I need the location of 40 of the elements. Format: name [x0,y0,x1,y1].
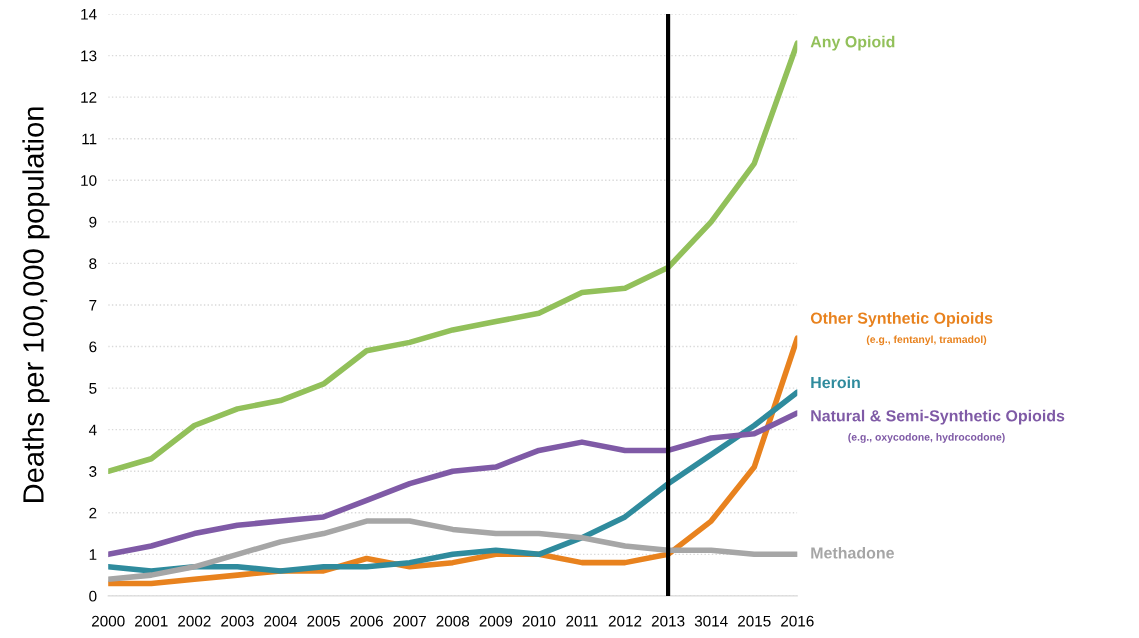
y-tick-label: 13 [81,50,97,62]
y-tick-label: 10 [81,175,97,186]
series-label: Any Opioid [810,35,895,51]
x-tick-label: 2003 [221,615,254,627]
y-tick-label: 12 [81,92,97,103]
x-tick-label: 2007 [393,615,426,627]
y-tick-label: 7 [89,299,97,311]
y-tick-label: 5 [89,383,97,394]
x-tick-label: 2001 [135,615,168,627]
y-tick-label: 6 [89,341,97,353]
x-tick-label: 2011 [566,615,598,627]
series-label: Heroin [811,376,860,389]
y-tick-label: 11 [82,133,97,145]
x-tick-label: 2015 [738,615,771,627]
x-tick-label: 2004 [264,615,298,627]
x-tick-label: 2010 [522,615,556,627]
y-tick-label: 1 [89,549,97,560]
y-axis-title: Deaths per 100,000 population [22,107,50,503]
y-tick-label: 0 [89,590,97,602]
text: (e.g., fentanyl, tramadol) [866,335,987,346]
y-tick-label: 3 [89,466,97,477]
x-tick-label: 2005 [307,615,340,627]
y-tick-label: 8 [89,258,97,270]
x-tick-label: 2002 [178,615,211,627]
x-tick-label: 2008 [436,615,470,627]
x-tick-label: 2016 [781,615,814,627]
y-tick-label: 2 [89,507,97,519]
series-label: Methadone [811,546,894,559]
y-tick-label: 14 [81,9,97,20]
x-tick-label: 2012 [608,615,642,627]
series-label: Other Synthetic Opioids [810,312,993,327]
y-tick-label: 9 [89,216,97,228]
text: (e.g., oxycodone, hydrocodone) [848,433,1005,443]
x-tick-label: 3014 [694,615,728,627]
series-label: Natural & Semi-Synthetic Opioids [811,409,1065,425]
x-tick-label: 2013 [651,615,685,627]
x-tick-label: 2009 [479,615,513,627]
x-tick-label: 2006 [350,615,383,627]
x-tick-label: 2000 [91,615,125,627]
y-tick-label: 4 [88,424,97,436]
